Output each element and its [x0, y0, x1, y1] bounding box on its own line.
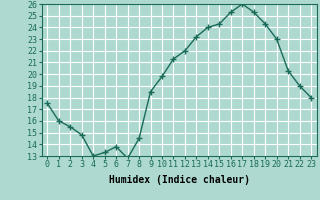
X-axis label: Humidex (Indice chaleur): Humidex (Indice chaleur) [109, 175, 250, 185]
